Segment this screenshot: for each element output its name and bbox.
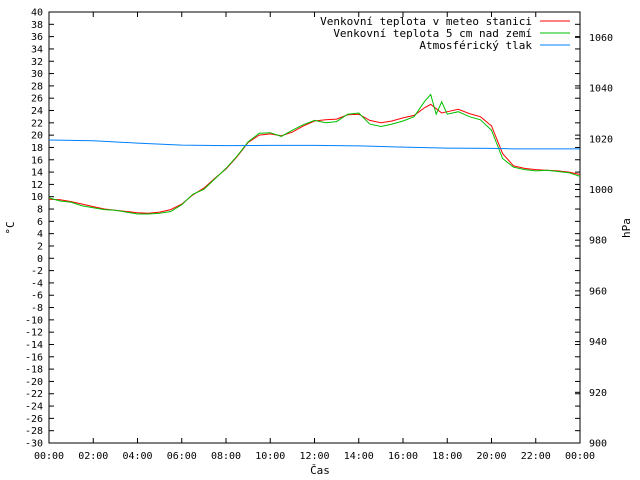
y2-tick-label: 940 [589,337,607,348]
y-tick-label: -20 [25,377,43,388]
x-tick-label: 00:00 [34,451,64,462]
legend-label-1: Venkovní teplota 5 cm nad zemí [333,27,532,40]
y-tick-label: 24 [31,106,43,117]
x-axis-ticks: 00:00 02:00 04:00 06:00 08:00 10:00 12:00 14:00… [34,12,595,462]
y-tick-label: 10 [31,192,43,203]
legend-label-2: Atmosférický tlak [419,39,532,52]
x-tick-label: 04:00 [122,451,152,462]
y2-tick-label: 1000 [589,185,613,196]
y2-tick-label: 1060 [589,33,613,44]
y-tick-label: 18 [31,143,43,154]
y-tick-label: -10 [25,315,43,326]
y2-tick-label: 960 [589,286,607,297]
y-tick-label: 8 [37,205,43,216]
left-axis-ticks: 4038363432302826242220181614121086420-2-… [25,8,580,450]
legend: Venkovní teplota v meteo staniciVenkovní… [320,15,570,52]
y-tick-label: 36 [31,32,43,43]
y-tick-label: 20 [31,131,43,142]
y-tick-label: -16 [25,352,43,363]
y-tick-label: 12 [31,180,43,191]
x-tick-label: 18:00 [432,451,462,462]
y2-tick-label: 1020 [589,134,613,145]
y2-tick-label: 920 [589,388,607,399]
x-tick-label: 20:00 [476,451,506,462]
y-tick-label: 26 [31,94,43,105]
x-tick-label: 16:00 [388,451,418,462]
y-tick-label: 14 [31,168,43,179]
legend-label-0: Venkovní teplota v meteo stanici [320,15,532,28]
y2-tick-label: 1040 [589,84,613,95]
x-tick-label: 08:00 [211,451,241,462]
y-tick-label: -12 [25,328,43,339]
y-tick-label: 38 [31,20,43,31]
y2-tick-label: 900 [589,439,607,450]
y-tick-label: 6 [37,217,43,228]
y-tick-label: 34 [31,44,43,55]
y-tick-label: 28 [31,81,43,92]
y-tick-label: -14 [25,340,43,351]
x-axis-title: Čas [310,464,330,477]
plot-frame [48,11,581,444]
x-tick-label: 22:00 [521,451,551,462]
y-axis-title: °C [4,221,17,234]
y-tick-label: -28 [25,426,43,437]
x-tick-label: 10:00 [255,451,285,462]
y-tick-label: -18 [25,365,43,376]
y2-tick-label: 980 [589,236,607,247]
right-axis-ticks: 900 920 940 960 980 1000 1020 1040 1060 [575,33,613,450]
series-line-1 [48,93,581,215]
y-tick-label: 40 [31,8,43,19]
y-tick-label: -24 [25,402,43,413]
series-line-0 [48,103,581,214]
y-tick-label: -26 [25,414,43,425]
y-tick-label: 30 [31,69,43,80]
y-tick-label: -6 [31,291,43,302]
series-line-2 [48,139,580,150]
y-tick-label: -30 [25,439,43,450]
y-tick-label: -2 [31,266,43,277]
y-tick-label: -4 [31,278,43,289]
y-tick-label: -8 [31,303,43,314]
x-tick-label: 02:00 [78,451,108,462]
x-tick-label: 06:00 [167,451,197,462]
y-tick-label: -22 [25,389,43,400]
y-tick-label: 16 [31,155,43,166]
y-tick-label: 32 [31,57,43,68]
y-tick-label: 0 [37,254,43,265]
y2-axis-title: hPa [620,218,633,238]
x-tick-label: 00:00 [565,451,595,462]
x-tick-label: 14:00 [344,451,374,462]
x-tick-label: 12:00 [299,451,329,462]
y-tick-label: 22 [31,118,43,129]
series-lines [48,93,581,215]
y-tick-label: 4 [37,229,43,240]
y-tick-label: 2 [37,241,43,252]
